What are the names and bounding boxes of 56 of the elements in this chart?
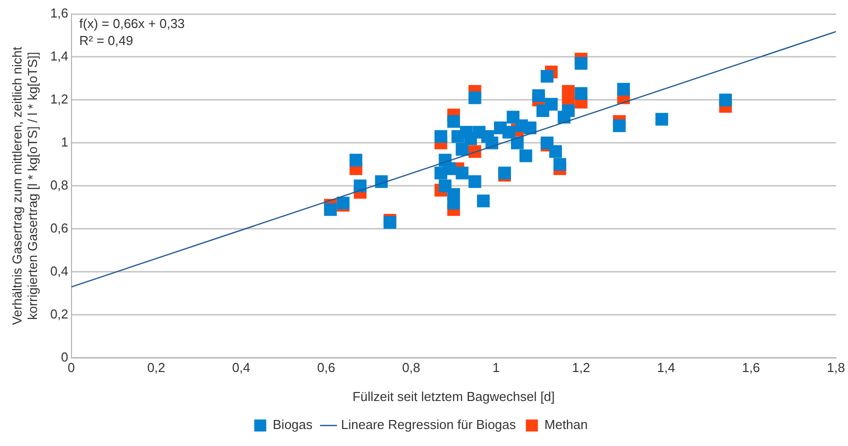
point — [502, 126, 516, 139]
point — [354, 180, 367, 192]
point — [612, 119, 626, 132]
x-tick-label: 1,8 — [826, 360, 846, 376]
x-tick-label: 1 — [492, 360, 500, 376]
y-tick-label: 0,4 — [50, 263, 68, 278]
x-axis-title: Füllzeit seit letztem Bagwechsel [d] — [352, 388, 555, 404]
point — [324, 203, 337, 216]
y-tick-label: 1,4 — [50, 48, 68, 64]
point — [447, 115, 460, 128]
point — [553, 158, 566, 171]
annotation: f(x) = 0,66x + 0,33 — [79, 16, 185, 32]
annotation: R² = 0,49 — [79, 33, 134, 48]
legend-label: Biogas — [272, 417, 314, 432]
point — [562, 104, 575, 118]
legend-label: Lineare Regression für Biogas — [341, 417, 516, 432]
y-tick-label: 0,6 — [50, 220, 68, 236]
point — [375, 175, 388, 188]
point — [468, 91, 482, 104]
point — [476, 194, 490, 208]
point — [510, 136, 524, 150]
x-tick-label: 0,4 — [232, 360, 250, 376]
point — [540, 70, 554, 83]
point — [655, 112, 668, 126]
y-tick-label: 1,6 — [50, 6, 68, 21]
y-tick-label: 0 — [61, 349, 68, 364]
y-tick-label: 1,2 — [50, 92, 68, 107]
point — [447, 188, 460, 201]
legend-label: Methan — [544, 417, 588, 432]
point — [468, 175, 482, 188]
point — [574, 87, 588, 100]
y-axis-title: Verhältnis Gasertrag zum mittleren, zeitlich nicht korrigierten Gasertrag [l * kg[oTS] / l * kg[oTS]] — [9, 46, 40, 325]
x-tick-label: 1,6 — [742, 360, 760, 376]
point — [617, 82, 630, 96]
x-tick-label: 0,8 — [402, 360, 420, 376]
point — [524, 122, 536, 134]
point — [498, 166, 511, 180]
point — [532, 89, 545, 102]
y-tick-label: 0,8 — [50, 177, 68, 192]
x-tick-label: 0,2 — [147, 360, 166, 376]
point — [350, 154, 362, 166]
point — [544, 98, 558, 111]
point — [443, 162, 456, 176]
point — [336, 196, 350, 210]
y-tick-label: 0,2 — [50, 306, 68, 322]
point — [549, 145, 562, 158]
point — [574, 57, 588, 70]
point — [719, 94, 732, 106]
x-tick-label: 1,4 — [656, 360, 676, 376]
point — [519, 149, 532, 162]
x-tick-label: 0,6 — [317, 360, 336, 376]
x-tick-label: 1,2 — [572, 360, 590, 376]
point — [384, 216, 396, 229]
y-tick-label: 1 — [61, 134, 68, 150]
point — [434, 130, 448, 143]
point — [456, 166, 468, 180]
